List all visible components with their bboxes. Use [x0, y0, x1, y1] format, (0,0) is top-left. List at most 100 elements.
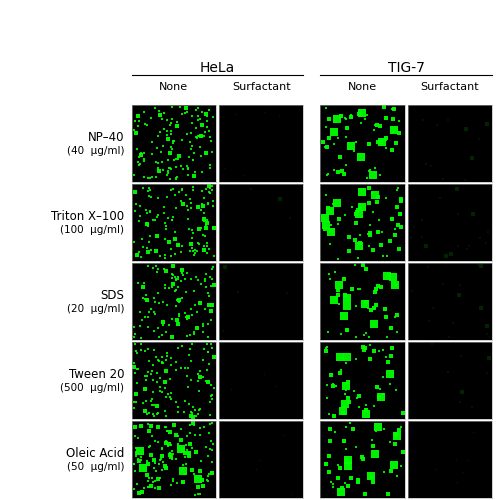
Point	[330, 166, 338, 174]
Point	[141, 372, 149, 380]
Point	[146, 442, 154, 450]
Point	[175, 296, 183, 304]
Point	[343, 124, 351, 132]
Point	[190, 250, 198, 258]
Point	[395, 426, 403, 434]
Point	[356, 230, 364, 238]
Point	[136, 308, 144, 316]
Point	[418, 216, 426, 224]
Point	[169, 213, 177, 221]
Point	[178, 110, 186, 118]
Point	[333, 198, 341, 206]
Point	[201, 128, 209, 136]
Point	[187, 199, 195, 207]
Point	[145, 408, 153, 416]
Point	[137, 150, 145, 158]
Point	[156, 374, 164, 382]
Point	[207, 392, 215, 400]
Point	[208, 265, 216, 273]
Point	[206, 445, 214, 453]
Point	[133, 365, 141, 373]
Point	[322, 190, 330, 198]
Point	[396, 210, 404, 218]
Point	[161, 423, 168, 431]
Point	[180, 408, 188, 416]
Point	[219, 327, 227, 335]
Point	[166, 164, 174, 172]
Point	[189, 156, 197, 164]
Point	[447, 250, 455, 258]
Point	[173, 122, 181, 130]
Point	[177, 277, 185, 285]
Point	[374, 138, 382, 146]
Point	[135, 248, 143, 256]
Point	[367, 472, 375, 480]
Point	[192, 134, 200, 142]
Point	[209, 264, 217, 272]
Point	[204, 378, 212, 386]
Point	[200, 194, 208, 202]
Point	[131, 340, 139, 348]
Point	[348, 286, 356, 294]
Point	[172, 174, 180, 182]
Point	[154, 410, 162, 418]
Point	[186, 138, 194, 145]
Point	[159, 318, 167, 326]
Point	[383, 252, 391, 260]
Point	[194, 238, 202, 246]
Point	[322, 344, 330, 352]
Point	[364, 304, 372, 312]
Point	[186, 421, 194, 429]
Point	[152, 173, 160, 181]
Point	[202, 150, 210, 158]
Point	[175, 298, 183, 306]
Point	[336, 330, 344, 338]
Point	[380, 104, 388, 112]
Point	[143, 244, 151, 252]
Point	[167, 252, 175, 260]
Point	[161, 378, 169, 386]
Point	[208, 186, 216, 194]
Point	[174, 188, 182, 196]
Point	[325, 452, 333, 460]
Point	[151, 477, 159, 485]
Point	[325, 270, 333, 278]
Point	[144, 420, 152, 428]
Point	[149, 216, 157, 224]
Point	[149, 388, 157, 396]
Point	[469, 210, 477, 218]
Point	[323, 220, 331, 228]
Point	[393, 472, 401, 480]
Point	[184, 383, 192, 391]
Text: None: None	[160, 82, 188, 92]
Point	[210, 224, 218, 232]
Point	[179, 466, 187, 474]
Text: Oleic Acid: Oleic Acid	[66, 447, 124, 460]
Point	[379, 373, 387, 381]
Point	[155, 159, 163, 167]
Point	[166, 186, 174, 194]
Point	[393, 328, 401, 336]
Point	[421, 242, 429, 250]
Point	[143, 372, 151, 380]
Point	[366, 341, 374, 349]
Point	[188, 340, 196, 348]
Point	[188, 112, 196, 120]
Point	[342, 360, 350, 368]
Point	[208, 468, 216, 476]
Point	[424, 264, 432, 272]
Point	[168, 455, 176, 463]
Point	[166, 375, 174, 383]
Point	[362, 410, 370, 418]
Point	[156, 128, 164, 136]
Point	[187, 412, 195, 420]
Point	[164, 167, 172, 175]
Point	[344, 394, 352, 402]
Point	[362, 406, 370, 413]
Point	[323, 344, 331, 351]
Point	[325, 468, 333, 476]
Point	[352, 210, 360, 218]
Point	[153, 268, 161, 276]
Point	[131, 330, 139, 338]
Point	[168, 316, 176, 324]
